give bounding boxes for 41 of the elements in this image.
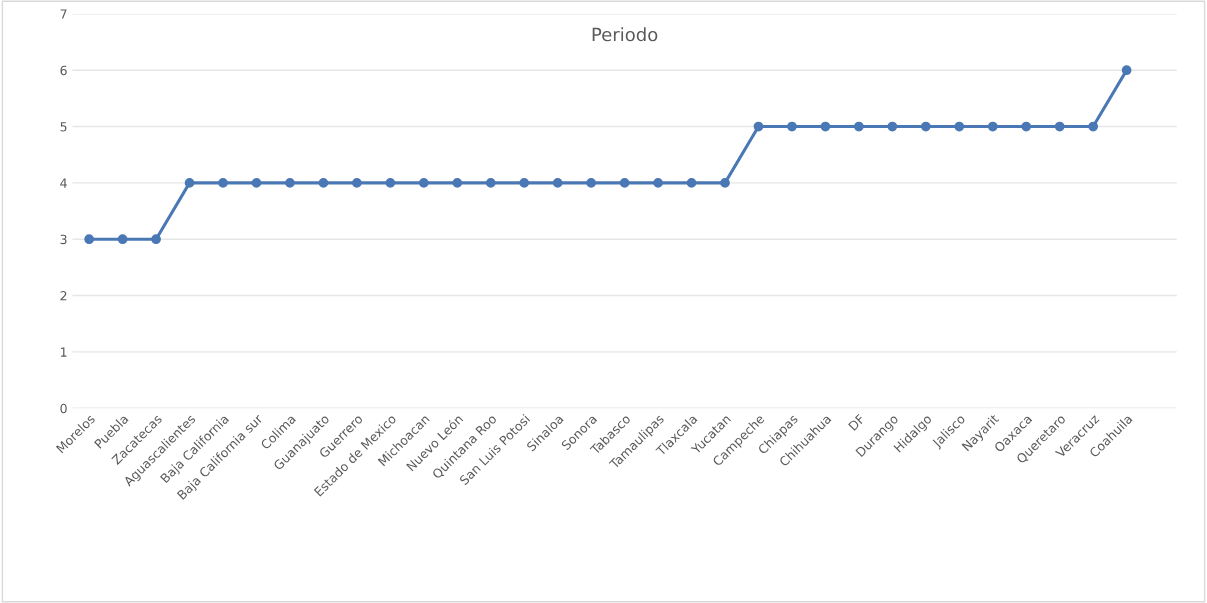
point bbox=[318, 178, 329, 188]
point bbox=[753, 121, 764, 132]
point bbox=[452, 178, 463, 188]
y-tick-label: 2 bbox=[60, 291, 67, 301]
point bbox=[987, 121, 998, 132]
point bbox=[84, 234, 95, 245]
y-tick-label: 4 bbox=[60, 178, 67, 188]
point bbox=[1021, 121, 1032, 132]
y-tick-label: 3 bbox=[60, 234, 67, 245]
point bbox=[787, 121, 797, 132]
point bbox=[586, 178, 597, 188]
point bbox=[1054, 121, 1065, 132]
point bbox=[519, 178, 530, 188]
point bbox=[619, 178, 630, 188]
point bbox=[251, 178, 262, 188]
point bbox=[117, 234, 128, 245]
point bbox=[820, 121, 831, 132]
point bbox=[920, 121, 931, 132]
point bbox=[151, 234, 161, 245]
y-tick-label: 0 bbox=[60, 403, 67, 414]
point bbox=[653, 178, 663, 188]
y-tick-label: 6 bbox=[60, 65, 67, 76]
point bbox=[352, 178, 362, 188]
point bbox=[285, 178, 295, 188]
point bbox=[854, 121, 864, 132]
point bbox=[720, 178, 730, 188]
point bbox=[218, 178, 228, 188]
point bbox=[552, 178, 563, 188]
y-tick-label: 7 bbox=[60, 9, 67, 19]
point bbox=[418, 178, 429, 188]
point bbox=[1088, 121, 1099, 132]
text: Periodo bbox=[592, 27, 658, 42]
point bbox=[184, 178, 195, 188]
y-tick-label: 1 bbox=[60, 347, 67, 357]
point bbox=[485, 178, 496, 188]
point bbox=[686, 178, 697, 188]
point bbox=[385, 178, 396, 188]
point bbox=[887, 121, 898, 132]
y-tick-label: 5 bbox=[60, 122, 67, 132]
point bbox=[954, 121, 965, 132]
point bbox=[1121, 65, 1132, 76]
